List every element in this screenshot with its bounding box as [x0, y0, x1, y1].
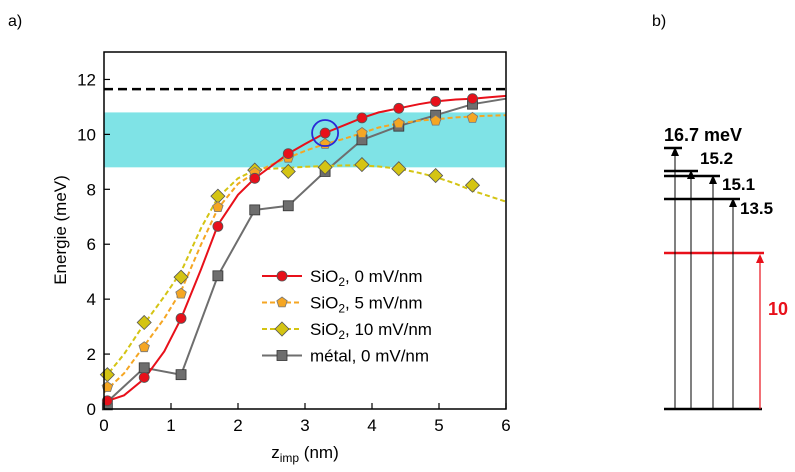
excited-levels: 16.7 meV 15.2 15.1 13.5: [664, 125, 773, 409]
data-point: [212, 220, 224, 232]
x-axis-label: zimp (nm): [271, 443, 339, 465]
data-point: [136, 314, 152, 331]
energy-level-label: 15.2: [700, 149, 733, 168]
data-point: [175, 369, 187, 381]
shaded-energy-band: [104, 112, 506, 168]
data-point: [319, 127, 331, 139]
panel-a-label: a): [8, 13, 22, 30]
data-point: [393, 117, 405, 129]
series-line: [103, 94, 507, 404]
data-point: [282, 200, 294, 212]
series-curves: [103, 94, 507, 406]
plot-frame: [103, 51, 507, 410]
legend-label: SiO2, 5 mV/nm: [310, 294, 423, 316]
data-point: [467, 93, 478, 105]
y-tick-label: 10: [77, 125, 96, 144]
energy-level-diagram: 10 16.7 meV 15.2 15.1 13.5: [664, 125, 788, 411]
x-tick-label: 0: [99, 416, 108, 435]
data-point: [138, 362, 150, 374]
data-point: [175, 312, 187, 324]
x-tick-label: 2: [233, 416, 242, 435]
legend-marker: [276, 350, 288, 361]
data-point: [430, 96, 442, 107]
data-point: [317, 159, 333, 175]
y-tick-label: 2: [87, 345, 96, 364]
legend: SiO2, 0 mV/nm SiO2, 5 mV/nm SiO2, 10 mV/nm…: [262, 267, 432, 366]
data-point: [138, 341, 150, 353]
data-point: [466, 111, 479, 123]
y-tick-label: 8: [87, 180, 96, 199]
data-point: [429, 114, 442, 126]
x-tick-label: 5: [434, 416, 443, 435]
series-line: [103, 164, 507, 380]
highlight-circle: [311, 119, 340, 147]
data-point: [280, 163, 296, 180]
legend-label: métal, 0 mV/nm: [310, 347, 429, 366]
transition-arrow-head: [729, 198, 737, 207]
y-axis-label: Energie (meV): [51, 175, 70, 285]
data-point: [138, 372, 150, 383]
data-point: [464, 177, 481, 193]
y-tick-label: 6: [87, 235, 96, 254]
y-axis-ticks: 0 2 4 6 8 10 12: [77, 70, 110, 419]
energy-level-label: 16.7 meV: [664, 125, 742, 145]
data-point: [391, 161, 407, 177]
data-point: [356, 112, 368, 124]
y-tick-label: 12: [77, 70, 96, 89]
x-tick-label: 6: [501, 416, 510, 435]
data-point: [249, 204, 261, 216]
data-point: [249, 172, 261, 184]
legend-marker: [276, 296, 288, 308]
y-tick-label: 0: [87, 400, 96, 419]
data-point: [393, 102, 405, 114]
x-tick-label: 4: [367, 416, 376, 435]
series-line: [103, 114, 507, 394]
data-point: [354, 157, 370, 173]
x-tick-label: 3: [300, 416, 309, 435]
series-line: [103, 97, 507, 406]
data-point: [428, 168, 444, 184]
x-axis-label-main: z: [271, 443, 280, 462]
transition-arrow-head: [709, 175, 717, 184]
legend-label: SiO2, 10 mV/nm: [310, 320, 432, 342]
x-axis-ticks: 0 1 2 3 4 5 6: [99, 403, 511, 435]
legend-marker: [276, 270, 288, 282]
red-arrow-head: [756, 254, 764, 263]
x-axis-label-unit: (nm): [299, 443, 339, 462]
data-point: [175, 287, 187, 299]
red-transition-label: 10: [768, 299, 788, 319]
data-point: [282, 148, 294, 160]
data-point: [356, 127, 368, 138]
panel-b-label: b): [652, 13, 666, 30]
transition-arrow-head: [671, 147, 679, 156]
y-tick-label: 4: [87, 290, 96, 309]
data-point: [101, 395, 113, 407]
x-tick-label: 1: [166, 416, 175, 435]
data-point: [212, 270, 224, 282]
data-point: [173, 269, 189, 285]
legend-marker: [274, 321, 290, 337]
x-axis-label-sub: imp: [280, 451, 300, 465]
energy-level-label: 13.5: [740, 199, 773, 218]
legend-label: SiO2, 0 mV/nm: [310, 267, 423, 289]
data-point: [212, 201, 224, 213]
energy-level-label: 15.1: [722, 175, 755, 194]
